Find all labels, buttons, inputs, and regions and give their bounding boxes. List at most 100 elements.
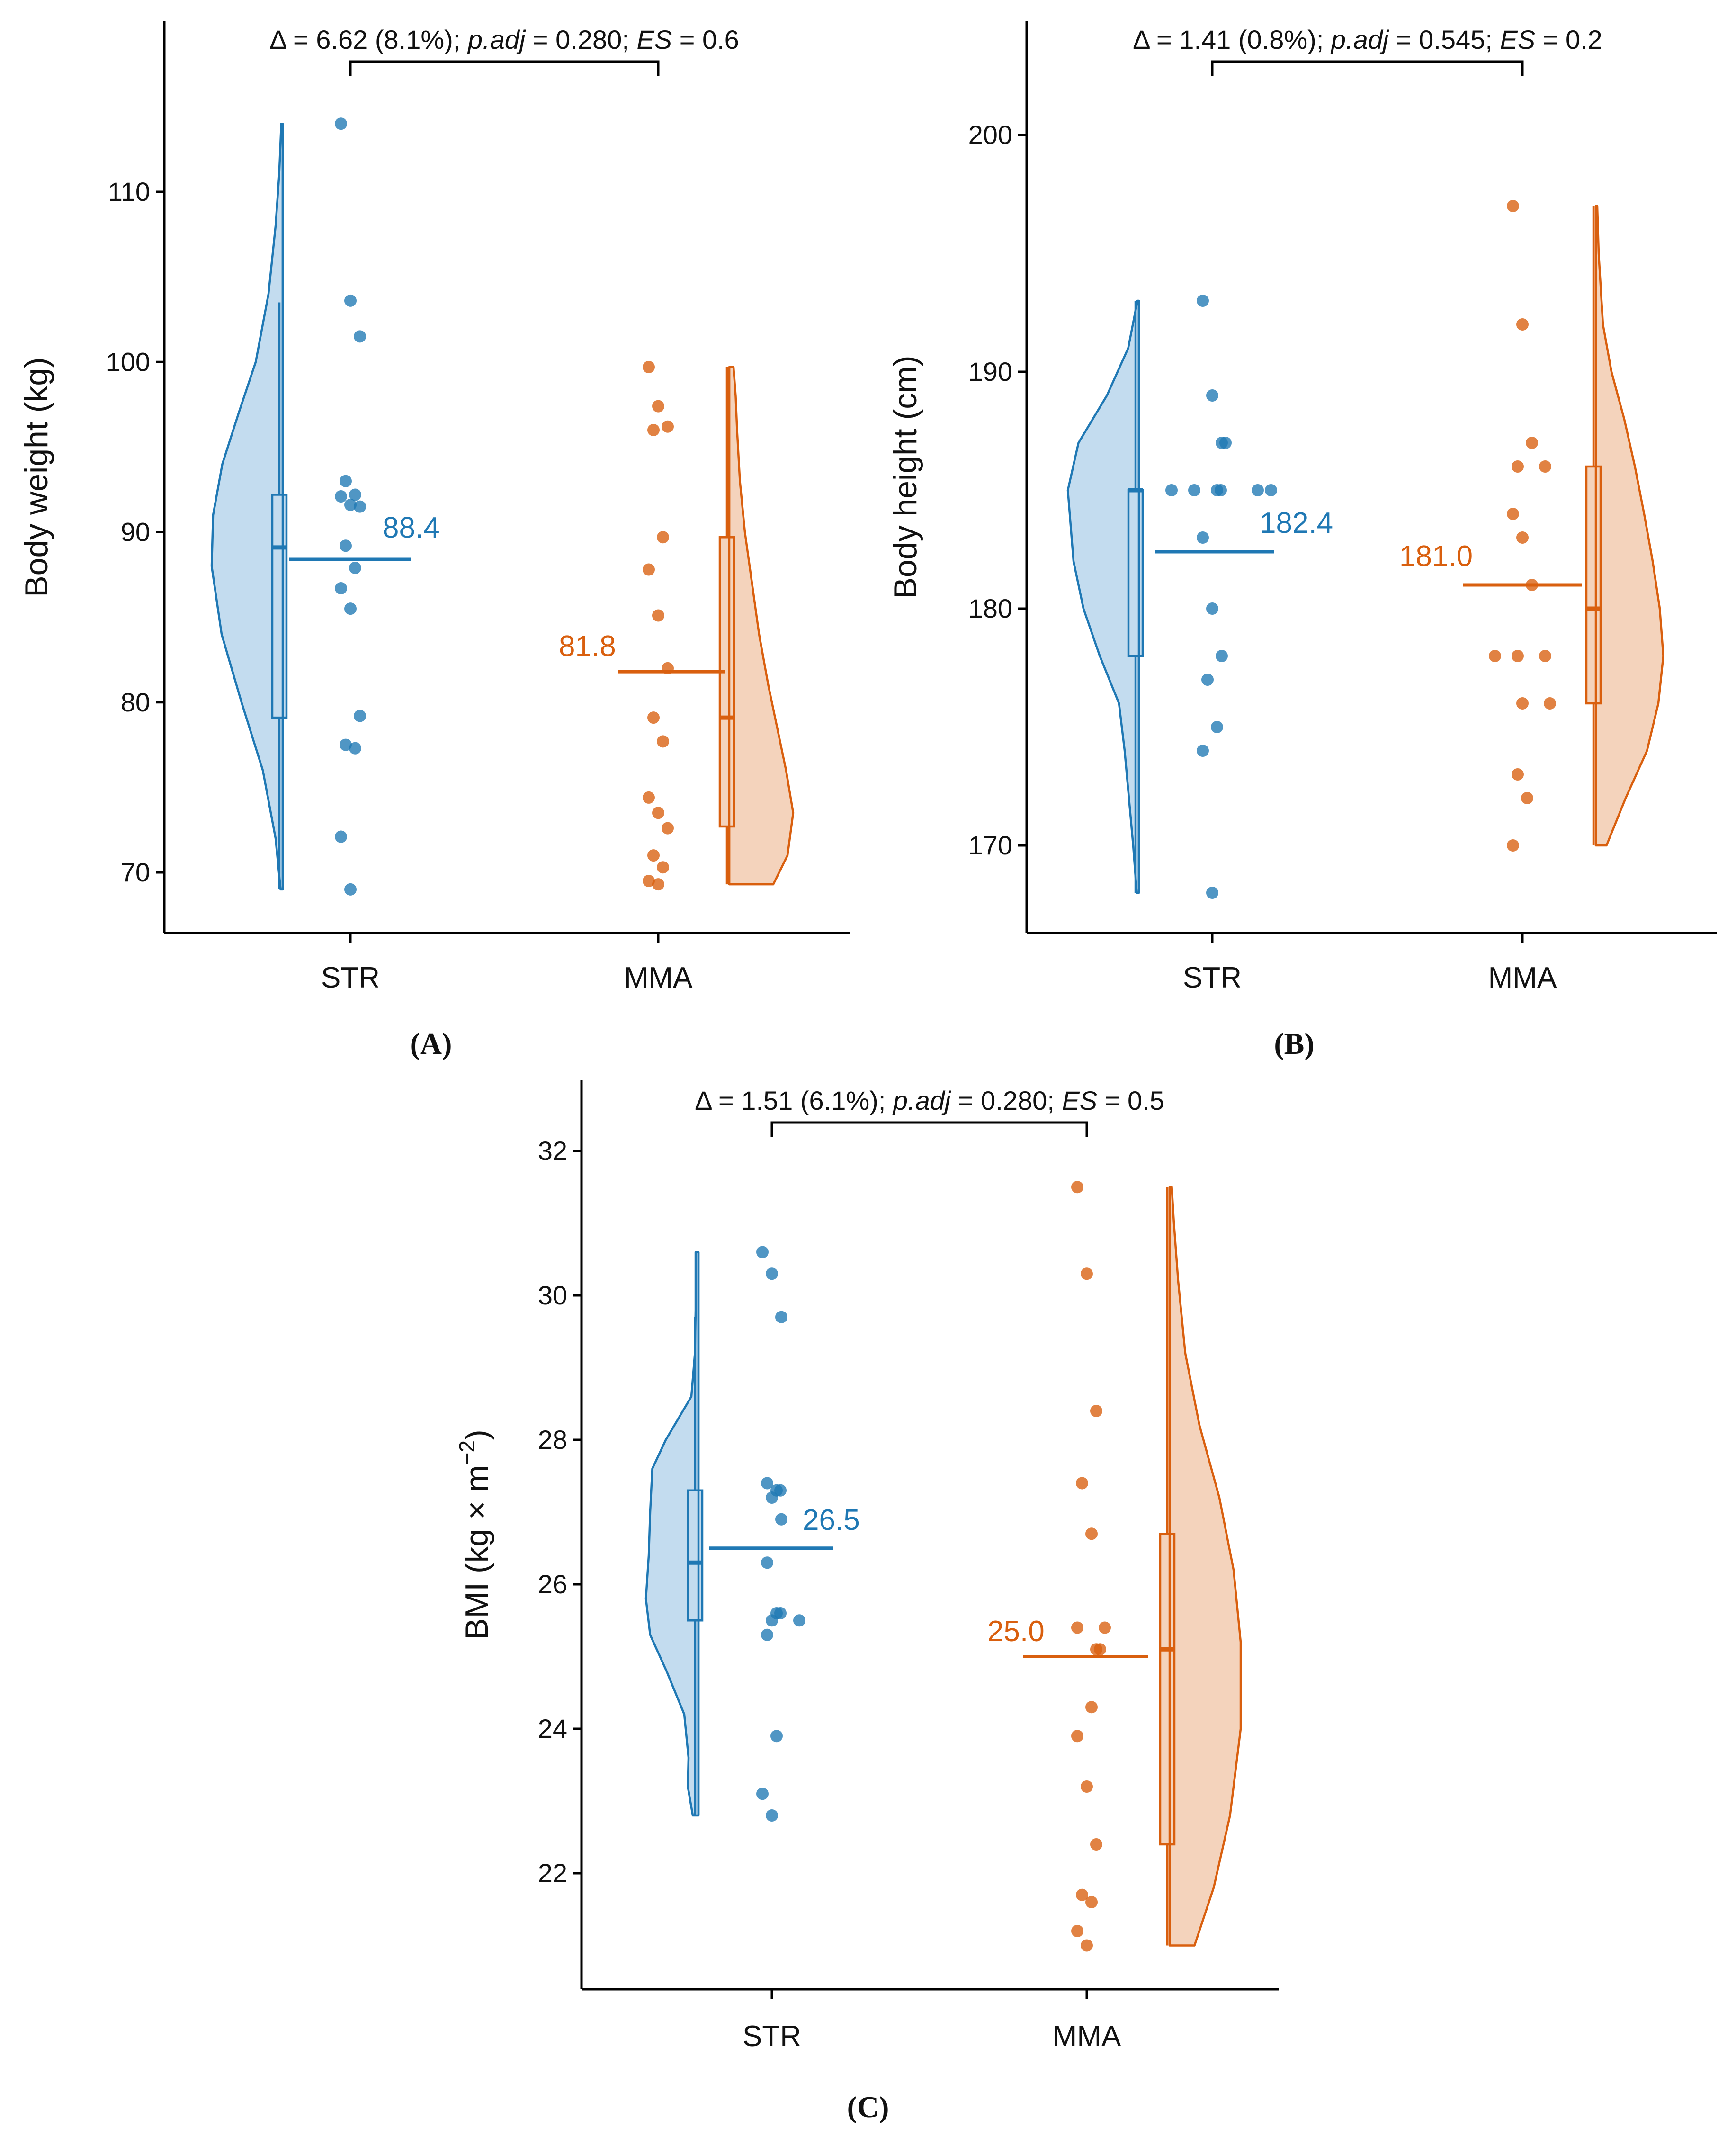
data-point-str (344, 499, 357, 512)
data-point-mma (1507, 508, 1519, 520)
data-point-str (766, 1267, 778, 1280)
box-str (687, 1489, 704, 1622)
data-point-mma (647, 849, 660, 862)
data-point-mma (652, 878, 664, 891)
data-point-mma (1071, 1621, 1083, 1634)
data-point-mma (1094, 1643, 1106, 1656)
x-tick-label: STR (743, 2020, 801, 2053)
data-point-str (1188, 484, 1200, 496)
data-point-mma (643, 791, 655, 804)
y-tick-label: 180 (968, 593, 1012, 623)
data-point-mma (1516, 531, 1529, 544)
mean-label-str: 26.5 (803, 1504, 860, 1536)
data-point-mma (1090, 1838, 1102, 1851)
data-point-mma (662, 822, 674, 835)
y-axis-label-exponent: −2 (455, 1440, 479, 1465)
mean-label-mma: 25.0 (987, 1615, 1045, 1648)
data-point-str (340, 539, 352, 552)
annotation-es-value: = 0.2 (1535, 25, 1602, 54)
annotation-p-label: p.adj (892, 1086, 951, 1115)
y-tick-label: 190 (968, 357, 1012, 386)
data-point-mma (652, 400, 664, 413)
data-point-str (793, 1614, 805, 1627)
data-point-mma (1071, 1730, 1083, 1743)
data-point-str (756, 1788, 769, 1800)
data-point-mma (647, 711, 660, 724)
y-tick-label: 28 (538, 1425, 567, 1455)
data-point-mma (1076, 1477, 1088, 1490)
annotation-p-value: = 0.280; (950, 1086, 1062, 1115)
data-point-mma (1081, 1939, 1093, 1952)
data-point-str (344, 883, 357, 896)
data-point-str (761, 1477, 773, 1490)
data-point-mma (1071, 1181, 1083, 1194)
data-point-mma (1544, 697, 1556, 710)
data-point-str (1197, 531, 1209, 544)
panel-label: (C) (847, 2090, 889, 2124)
data-point-str (340, 738, 352, 751)
annotation-p-label: p.adj (467, 25, 526, 54)
violin-mma (1168, 1186, 1242, 1947)
data-point-mma (1512, 650, 1524, 662)
significance-bracket (770, 1121, 1088, 1137)
y-tick-label: 24 (538, 1714, 567, 1743)
y-tick-label: 70 (121, 857, 150, 887)
data-point-str (340, 475, 352, 487)
box-str (1127, 489, 1144, 657)
data-point-mma (1071, 1925, 1083, 1937)
significance-bracket (1211, 60, 1524, 76)
data-point-mma (1507, 200, 1519, 212)
data-point-str (774, 1484, 787, 1497)
data-point-str (766, 1614, 778, 1627)
data-point-str (354, 330, 366, 343)
x-tick-label: MMA (1488, 961, 1557, 994)
annotation-text: Δ = 1.51 (6.1%); p.adj = 0.280; ES = 0.5 (695, 1086, 1164, 1115)
data-point-mma (1085, 1527, 1098, 1540)
data-point-str (349, 561, 361, 574)
data-point-mma (1512, 460, 1524, 473)
data-point-str (335, 582, 347, 595)
data-point-str (1206, 389, 1218, 402)
data-point-mma (1090, 1405, 1102, 1417)
chart-panel-a: 70 80 90 100 110 STR MMA Body weight (kg) 88.4 81… (18, 21, 850, 1060)
data-point-mma (652, 609, 664, 622)
data-point-str (774, 1607, 787, 1619)
data-point-mma (652, 807, 664, 819)
data-point-mma (1081, 1780, 1093, 1793)
box-mma (1159, 1533, 1176, 1846)
data-point-mma (1521, 792, 1533, 804)
data-point-mma (643, 563, 655, 576)
data-point-str (1211, 721, 1223, 733)
y-tick-label: 22 (538, 1858, 567, 1888)
data-point-str (1165, 484, 1178, 496)
annotation-es-value: = 0.6 (672, 25, 739, 54)
violin-str (1066, 299, 1140, 894)
mean-label-str: 182.4 (1260, 507, 1333, 539)
x-tick-label: MMA (1053, 2020, 1121, 2053)
data-point-mma (1516, 697, 1529, 710)
data-point-str (1201, 674, 1214, 686)
data-point-str (335, 490, 347, 503)
data-point-mma (1081, 1267, 1093, 1280)
annotation-text: Δ = 1.41 (0.8%); p.adj = 0.545; ES = 0.2 (1133, 25, 1602, 54)
data-point-str (354, 500, 366, 513)
annotation-delta: Δ = 1.51 (6.1%); (695, 1086, 893, 1115)
data-point-str (761, 1556, 773, 1569)
data-point-str (1216, 650, 1228, 662)
y-tick-label: 32 (538, 1136, 567, 1166)
data-point-mma (662, 420, 674, 433)
panel-label: (A) (410, 1027, 452, 1060)
x-tick-label: STR (321, 961, 380, 994)
data-point-mma (657, 531, 669, 544)
y-axis-label-main: BMI (kg × m (459, 1465, 495, 1639)
data-point-mma (1099, 1621, 1111, 1634)
data-point-mma (1539, 460, 1551, 473)
data-point-str (349, 742, 361, 755)
data-point-str (1197, 295, 1209, 307)
y-axis-label: BMI (kg × m−2) (455, 1429, 495, 1640)
violin-str (210, 123, 284, 891)
annotation-es-label: ES (636, 25, 672, 54)
x-tick-label: STR (1183, 961, 1242, 994)
y-tick-label: 200 (968, 120, 1012, 150)
annotation-p-value: = 0.545; (1388, 25, 1500, 54)
